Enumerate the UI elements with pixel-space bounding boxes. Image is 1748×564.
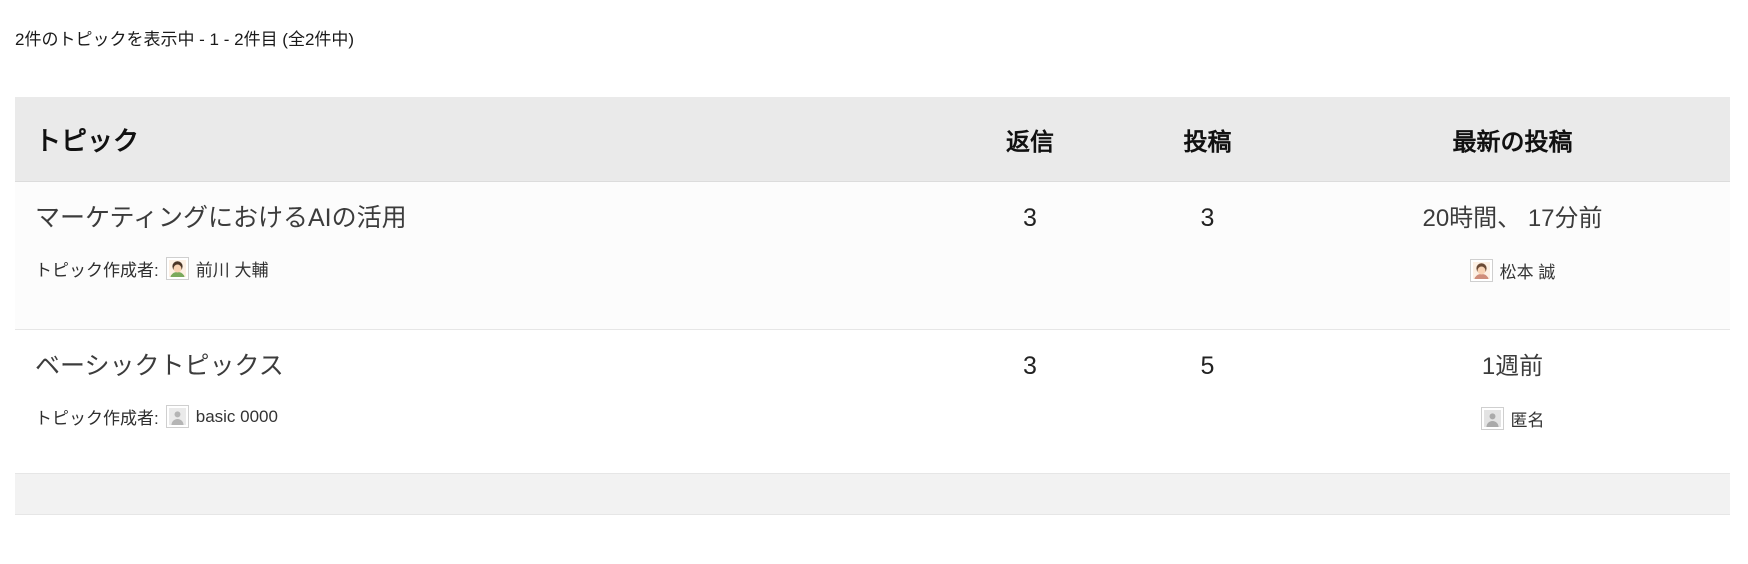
- topic-creator-line: トピック作成者: basic 0000: [35, 404, 930, 429]
- table-footer-strip: [15, 474, 1730, 515]
- freshness-cell: 1週前 匿名: [1295, 330, 1730, 431]
- column-header-freshness: 最新の投稿: [1452, 128, 1573, 156]
- topic-creator-name-link[interactable]: 前川 大輔: [195, 261, 269, 280]
- table-row: ベーシックトピックス トピック作成者: basic 0000 3 5: [15, 330, 1730, 474]
- creator-avatar-icon: [165, 257, 189, 280]
- column-header-posts: 投稿: [1183, 128, 1232, 156]
- replies-count: 3: [1023, 352, 1037, 380]
- topic-creator-label: トピック作成者:: [35, 409, 159, 428]
- topic-creator-label: トピック作成者:: [35, 261, 159, 280]
- last-poster-line: 松本 誠: [1295, 258, 1730, 283]
- last-poster-name-link[interactable]: 松本 誠: [1499, 263, 1556, 282]
- last-poster-avatar-icon: [1480, 407, 1504, 430]
- replies-count: 3: [1023, 204, 1037, 232]
- topic-title-link[interactable]: ベーシックトピックス: [35, 352, 284, 380]
- topic-creator-line: トピック作成者: 前川 大輔: [35, 256, 930, 281]
- topic-count-status: 2件のトピックを表示中 - 1 - 2件目 (全2件中): [15, 30, 355, 49]
- last-poster-line: 匿名: [1295, 406, 1730, 431]
- posts-count: 3: [1200, 204, 1215, 232]
- freshness-cell: 20時間、 17分前 松本 誠: [1295, 182, 1730, 283]
- last-poster-avatar-icon: [1469, 259, 1493, 282]
- topic-title-link[interactable]: マーケティングにおけるAIの活用: [35, 204, 407, 232]
- topic-cell: ベーシックトピックス トピック作成者: basic 0000: [15, 330, 940, 455]
- last-poster-name-link[interactable]: 匿名: [1510, 411, 1545, 430]
- topics-table: トピック 返信 投稿 最新の投稿 マーケティングにおけるAIの活用 トピック作成…: [15, 97, 1730, 515]
- posts-count: 5: [1200, 352, 1215, 380]
- freshness-time-link[interactable]: 20時間、 17分前: [1422, 205, 1603, 232]
- freshness-time-link[interactable]: 1週前: [1481, 353, 1544, 380]
- table-row: マーケティングにおけるAIの活用 トピック作成者: 前川 大輔: [15, 182, 1730, 330]
- topic-cell: マーケティングにおけるAIの活用 トピック作成者: 前川 大輔: [15, 182, 940, 307]
- table-header-row: トピック 返信 投稿 最新の投稿: [15, 97, 1730, 182]
- column-header-topic: トピック: [35, 125, 140, 156]
- column-header-replies: 返信: [1006, 128, 1054, 156]
- topic-creator-name-link[interactable]: basic 0000: [195, 406, 278, 426]
- creator-avatar-icon: [165, 405, 189, 428]
